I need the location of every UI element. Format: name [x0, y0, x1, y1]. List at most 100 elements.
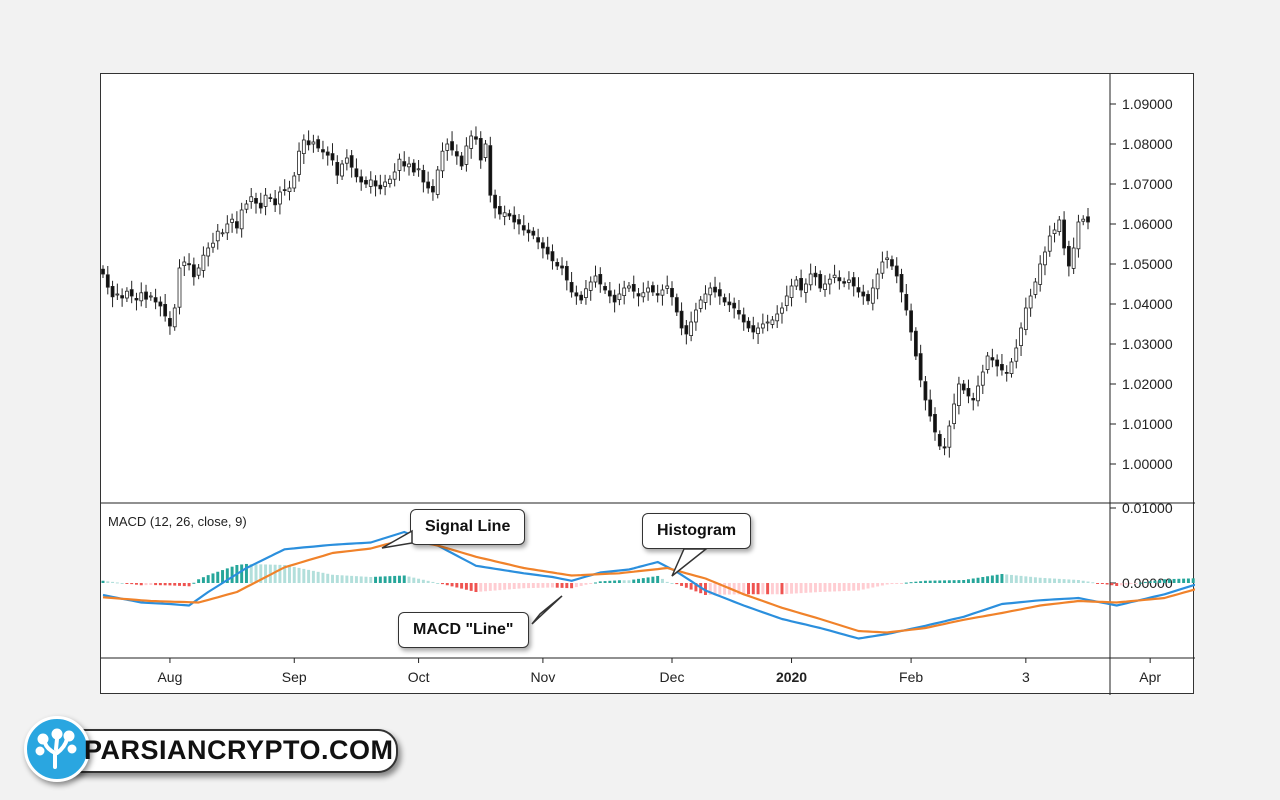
- signal-line-callout: Signal Line: [410, 509, 526, 545]
- candle-body: [416, 168, 421, 171]
- histogram-bar: [441, 583, 444, 585]
- candle-body: [875, 273, 880, 290]
- price-tick-label: 1.02000: [1122, 376, 1173, 392]
- histogram-bar: [981, 577, 985, 583]
- histogram-bar: [1124, 583, 1128, 585]
- histogram-bar: [1167, 579, 1171, 583]
- candle-body: [306, 140, 311, 146]
- candle-body: [187, 263, 191, 266]
- histogram-bar: [914, 581, 918, 583]
- candle-body: [894, 265, 899, 277]
- candle-body: [244, 203, 249, 210]
- candle-body: [1062, 219, 1066, 249]
- histogram-bar: [120, 583, 124, 584]
- candle-body: [598, 273, 603, 285]
- time-tick-label: Nov: [530, 669, 555, 685]
- price-tick-label: 1.00000: [1122, 456, 1173, 472]
- histogram-bar: [598, 581, 602, 583]
- candle-body: [263, 194, 268, 207]
- candle-body: [383, 181, 387, 187]
- histogram-bar: [1067, 579, 1071, 583]
- histogram-bar: [149, 583, 153, 585]
- histogram-bar: [876, 583, 880, 587]
- candle-body: [182, 261, 187, 266]
- histogram-bar: [928, 580, 932, 583]
- price-tick-label: 1.03000: [1122, 336, 1173, 352]
- candle-body: [885, 257, 890, 261]
- candle-body: [493, 194, 497, 209]
- histogram-bar: [900, 583, 904, 584]
- histogram-bar: [1000, 574, 1004, 583]
- histogram-bar: [608, 580, 612, 583]
- histogram-bar: [613, 580, 617, 583]
- candle-body: [775, 313, 780, 322]
- candle-body: [985, 355, 990, 371]
- histogram-bar: [790, 583, 794, 594]
- histogram-bar: [1177, 578, 1181, 583]
- histogram-bar: [1163, 579, 1166, 583]
- histogram-bar: [187, 583, 191, 587]
- histogram-bar: [1096, 583, 1100, 584]
- candle-body: [215, 230, 220, 242]
- candle-body: [359, 176, 364, 183]
- candle-body: [555, 261, 560, 267]
- candle-body: [474, 136, 478, 140]
- histogram-bar: [331, 574, 334, 583]
- histogram-bar: [986, 576, 990, 583]
- histogram-bar: [866, 583, 870, 589]
- histogram-bar: [1091, 582, 1095, 584]
- candle-body: [603, 285, 607, 291]
- candle-body: [971, 397, 976, 401]
- histogram-bar: [450, 583, 454, 587]
- time-tick-label: Dec: [660, 669, 685, 685]
- histogram-bar: [302, 568, 306, 583]
- histogram-bar: [292, 566, 296, 583]
- histogram-bar: [723, 583, 727, 595]
- histogram-bar: [479, 583, 483, 592]
- candle-body: [201, 254, 206, 271]
- candle-body: [344, 157, 349, 164]
- histogram-bar: [770, 583, 774, 595]
- candle-body: [153, 297, 158, 303]
- histogram-bar: [264, 564, 268, 583]
- candle-body: [1000, 363, 1004, 371]
- histogram-bar: [249, 564, 253, 583]
- histogram-bar: [823, 583, 827, 592]
- histogram-bar: [536, 583, 540, 588]
- candle-body: [426, 181, 431, 189]
- candle-body: [650, 285, 655, 293]
- candle-body: [1033, 281, 1038, 295]
- candle-body: [301, 139, 306, 154]
- candle-body: [794, 279, 799, 287]
- price-tick-label: 1.05000: [1122, 256, 1173, 272]
- histogram-bar: [971, 578, 975, 583]
- histogram-bar: [890, 583, 894, 585]
- histogram-bar: [259, 564, 263, 583]
- candle-body: [512, 214, 517, 223]
- candle-body: [665, 285, 670, 289]
- candle-body: [593, 275, 598, 283]
- histogram-bar: [847, 583, 851, 591]
- candle-body: [760, 323, 765, 329]
- histogram-bar: [627, 580, 631, 583]
- candle-body: [674, 297, 679, 313]
- candle-body: [732, 302, 737, 309]
- histogram-bar: [1153, 580, 1157, 583]
- histogram-bar: [594, 582, 597, 584]
- histogram-bar: [761, 583, 765, 595]
- histogram-bar: [579, 583, 583, 586]
- histogram-bar: [1062, 579, 1066, 583]
- histogram-bar: [206, 575, 210, 583]
- histogram-bar: [106, 581, 110, 583]
- histogram-bar: [1182, 578, 1186, 583]
- histogram-bar: [354, 576, 358, 583]
- histogram-bar: [192, 582, 196, 584]
- histogram-bar: [350, 575, 354, 583]
- candle-body: [737, 309, 741, 315]
- candle-body: [478, 138, 483, 161]
- candle-body: [545, 246, 550, 255]
- histogram-bar: [412, 577, 416, 583]
- histogram-bar: [326, 573, 330, 583]
- candle-body: [1043, 251, 1047, 266]
- histogram-bar: [1143, 581, 1147, 583]
